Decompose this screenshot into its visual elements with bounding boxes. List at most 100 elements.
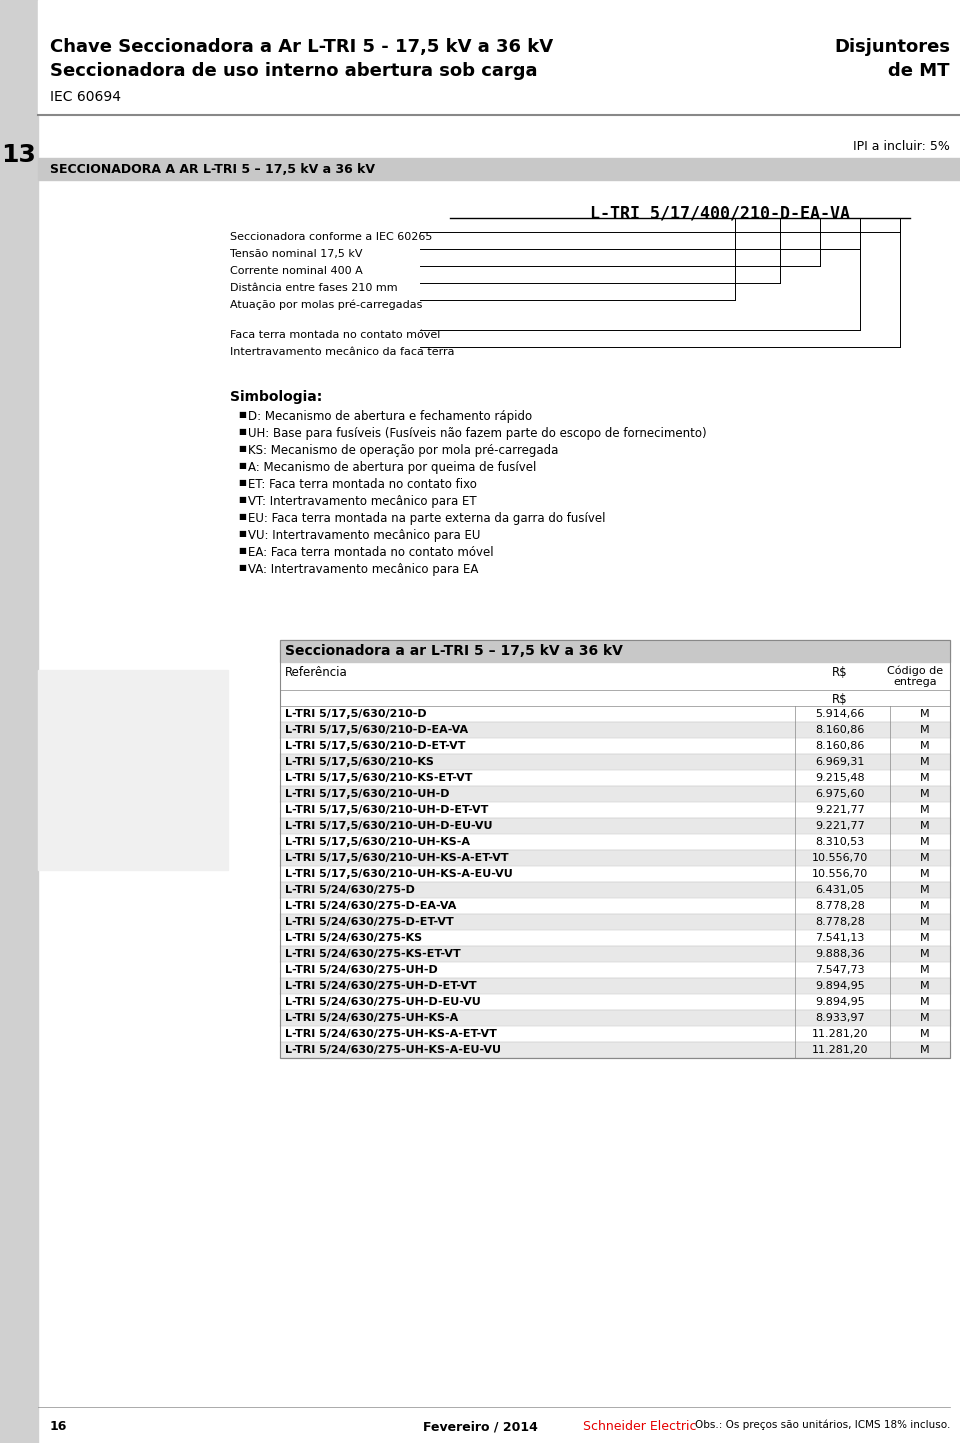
Bar <box>280 737 950 755</box>
Text: L-TRI 5/24/630/275-UH-KS-A-ET-VT: L-TRI 5/24/630/275-UH-KS-A-ET-VT <box>285 1029 497 1039</box>
Text: Código de
entrega: Código de entrega <box>887 665 943 687</box>
Bar <box>280 755 950 771</box>
Text: Disjuntores: Disjuntores <box>834 38 950 56</box>
Text: M: M <box>921 773 930 784</box>
Text: 8.160,86: 8.160,86 <box>815 724 865 734</box>
Text: 8.933,97: 8.933,97 <box>815 1013 865 1023</box>
Text: R$: R$ <box>832 693 848 706</box>
Text: L-TRI 5/24/630/275-UH-D-EU-VU: L-TRI 5/24/630/275-UH-D-EU-VU <box>285 997 481 1007</box>
Text: M: M <box>921 821 930 831</box>
Text: M: M <box>921 900 930 911</box>
Text: 7.547,73: 7.547,73 <box>815 965 865 975</box>
Text: Schneider Electric: Schneider Electric <box>584 1420 697 1433</box>
Text: M: M <box>921 1029 930 1039</box>
Text: M: M <box>921 709 930 719</box>
Bar <box>280 771 950 786</box>
Bar <box>38 157 960 180</box>
Text: L-TRI 5/17,5/630/210-UH-D-EU-VU: L-TRI 5/17,5/630/210-UH-D-EU-VU <box>285 821 492 831</box>
Text: Simbologia:: Simbologia: <box>230 390 323 404</box>
Text: 6.969,31: 6.969,31 <box>815 758 865 768</box>
Text: 8.778,28: 8.778,28 <box>815 900 865 911</box>
Text: M: M <box>921 965 930 975</box>
Text: L-TRI 5/17,5/630/210-UH-D-ET-VT: L-TRI 5/17,5/630/210-UH-D-ET-VT <box>285 805 489 815</box>
Text: VU: Intertravamento mecânico para EU: VU: Intertravamento mecânico para EU <box>248 530 480 543</box>
Text: L-TRI 5/24/630/275-KS-ET-VT: L-TRI 5/24/630/275-KS-ET-VT <box>285 949 461 960</box>
Text: M: M <box>921 949 930 960</box>
Text: D: Mecanismo de abertura e fechamento rápido: D: Mecanismo de abertura e fechamento rá… <box>248 410 532 423</box>
Text: 13: 13 <box>2 143 36 167</box>
Text: Referência: Referência <box>285 667 348 680</box>
Text: M: M <box>921 805 930 815</box>
Bar <box>280 913 950 929</box>
Text: L-TRI 5/17,5/630/210-KS-ET-VT: L-TRI 5/17,5/630/210-KS-ET-VT <box>285 773 472 784</box>
Bar <box>280 882 950 898</box>
Bar <box>280 994 950 1010</box>
Text: L-TRI 5/24/630/275-UH-D-ET-VT: L-TRI 5/24/630/275-UH-D-ET-VT <box>285 981 476 991</box>
Text: L-TRI 5/17/400/210-D-EA-VA: L-TRI 5/17/400/210-D-EA-VA <box>590 205 850 224</box>
Text: ■: ■ <box>238 563 246 571</box>
Text: 9.215,48: 9.215,48 <box>815 773 865 784</box>
Bar <box>38 0 960 115</box>
Text: L-TRI 5/24/630/275-D-ET-VT: L-TRI 5/24/630/275-D-ET-VT <box>285 916 454 926</box>
Text: ■: ■ <box>238 427 246 436</box>
Text: 10.556,70: 10.556,70 <box>812 869 868 879</box>
Text: ■: ■ <box>238 545 246 556</box>
Text: Intertravamento mecânico da faca terra: Intertravamento mecânico da faca terra <box>230 346 454 356</box>
Text: R$: R$ <box>832 667 848 680</box>
Text: Seccionadora de uso interno abertura sob carga: Seccionadora de uso interno abertura sob… <box>50 62 538 79</box>
Bar <box>280 834 950 850</box>
Text: 11.281,20: 11.281,20 <box>812 1045 868 1055</box>
Text: 6.431,05: 6.431,05 <box>815 885 865 895</box>
Text: L-TRI 5/24/630/275-KS: L-TRI 5/24/630/275-KS <box>285 934 422 942</box>
Text: L-TRI 5/17,5/630/210-UH-KS-A: L-TRI 5/17,5/630/210-UH-KS-A <box>285 837 470 847</box>
Bar <box>280 947 950 962</box>
Text: M: M <box>921 916 930 926</box>
Text: EU: Faca terra montada na parte externa da garra do fusível: EU: Faca terra montada na parte externa … <box>248 512 606 525</box>
Text: KS: Mecanismo de operação por mola pré-carregada: KS: Mecanismo de operação por mola pré-c… <box>248 444 559 457</box>
Text: 9.221,77: 9.221,77 <box>815 821 865 831</box>
Bar <box>0 0 38 1443</box>
Text: M: M <box>921 1013 930 1023</box>
Bar <box>280 818 950 834</box>
Text: 8.778,28: 8.778,28 <box>815 916 865 926</box>
Text: ■: ■ <box>238 410 246 418</box>
Text: M: M <box>921 853 930 863</box>
Bar <box>280 641 950 1058</box>
Text: L-TRI 5/24/630/275-D-EA-VA: L-TRI 5/24/630/275-D-EA-VA <box>285 900 456 911</box>
Text: ■: ■ <box>238 530 246 538</box>
Text: VA: Intertravamento mecânico para EA: VA: Intertravamento mecânico para EA <box>248 563 478 576</box>
Text: ET: Faca terra montada no contato fixo: ET: Faca terra montada no contato fixo <box>248 478 477 491</box>
Text: L-TRI 5/17,5/630/210-UH-KS-A-ET-VT: L-TRI 5/17,5/630/210-UH-KS-A-ET-VT <box>285 853 509 863</box>
Text: Seccionadora conforme a IEC 60265: Seccionadora conforme a IEC 60265 <box>230 232 432 242</box>
Bar <box>280 929 950 947</box>
Bar <box>280 1042 950 1058</box>
Text: Faca terra montada no contato móvel: Faca terra montada no contato móvel <box>230 330 441 341</box>
Text: M: M <box>921 758 930 768</box>
Bar <box>280 1010 950 1026</box>
Text: L-TRI 5/24/630/275-D: L-TRI 5/24/630/275-D <box>285 885 415 895</box>
Bar <box>280 898 950 913</box>
Text: SECCIONADORA A AR L-TRI 5 – 17,5 kV a 36 kV: SECCIONADORA A AR L-TRI 5 – 17,5 kV a 36… <box>50 163 375 176</box>
Text: 16: 16 <box>50 1420 67 1433</box>
Bar <box>280 1026 950 1042</box>
Text: 6.975,60: 6.975,60 <box>815 789 865 799</box>
Text: 9.888,36: 9.888,36 <box>815 949 865 960</box>
Text: M: M <box>921 869 930 879</box>
Text: Obs.: Os preços são unitários, ICMS 18% incluso.: Obs.: Os preços são unitários, ICMS 18% … <box>695 1420 950 1430</box>
Text: IPI a incluir: 5%: IPI a incluir: 5% <box>853 140 950 153</box>
Bar <box>280 641 950 662</box>
Text: L-TRI 5/24/630/275-UH-KS-A-EU-VU: L-TRI 5/24/630/275-UH-KS-A-EU-VU <box>285 1045 501 1055</box>
Text: Chave Seccionadora a Ar L-TRI 5 - 17,5 kV a 36 kV: Chave Seccionadora a Ar L-TRI 5 - 17,5 k… <box>50 38 553 56</box>
Text: ■: ■ <box>238 478 246 486</box>
Text: EA: Faca terra montada no contato móvel: EA: Faca terra montada no contato móvel <box>248 545 493 558</box>
Bar <box>280 786 950 802</box>
Text: A: Mecanismo de abertura por queima de fusível: A: Mecanismo de abertura por queima de f… <box>248 460 537 473</box>
Text: Corrente nominal 400 A: Corrente nominal 400 A <box>230 266 363 276</box>
Text: UH: Base para fusíveis (Fusíveis não fazem parte do escopo de fornecimento): UH: Base para fusíveis (Fusíveis não faz… <box>248 427 707 440</box>
Text: VT: Intertravamento mecânico para ET: VT: Intertravamento mecânico para ET <box>248 495 476 508</box>
Bar <box>280 850 950 866</box>
Text: M: M <box>921 885 930 895</box>
Text: ■: ■ <box>238 512 246 521</box>
Text: M: M <box>921 724 930 734</box>
Text: M: M <box>921 981 930 991</box>
